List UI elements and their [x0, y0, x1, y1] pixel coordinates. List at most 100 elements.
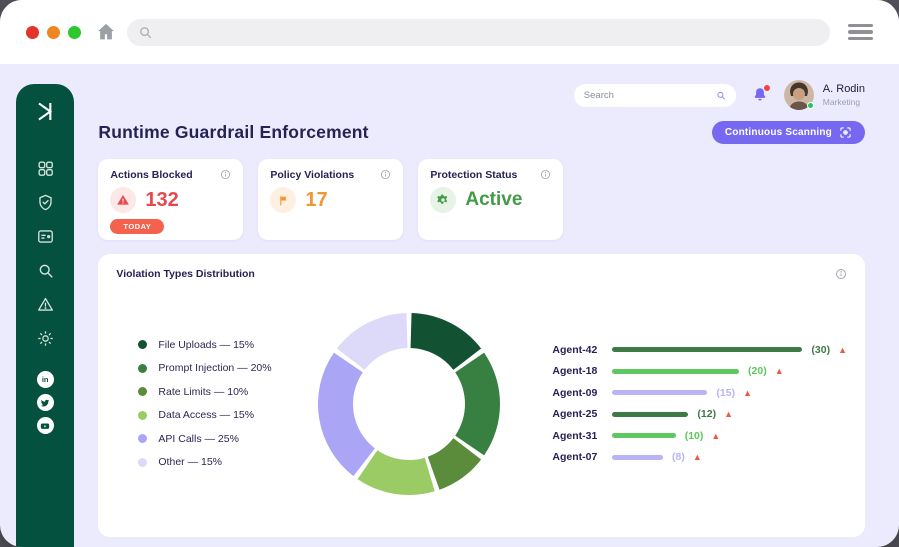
continuous-scanning-button[interactable]: Continuous Scanning: [711, 121, 865, 144]
search-box[interactable]: [573, 83, 736, 107]
legend-dot-icon: [138, 434, 148, 444]
legend-item: Prompt Injection — 20%: [138, 362, 310, 374]
agent-violation-bar: [612, 347, 803, 353]
sidebar-item-dashboard[interactable]: [34, 157, 56, 179]
info-icon[interactable]: [540, 169, 551, 180]
youtube-icon[interactable]: [36, 417, 54, 434]
agent-violation-bar: [612, 433, 676, 439]
search-input[interactable]: [583, 89, 716, 101]
sidebar-item-settings[interactable]: [34, 327, 56, 349]
shield-check-icon: [38, 194, 52, 210]
warning-triangle-icon: ▲: [711, 430, 721, 441]
agent-name: Agent-31: [552, 429, 598, 442]
warning-triangle-icon: ▲: [743, 387, 752, 398]
agent-violation-count: (20): [748, 365, 767, 378]
sidebar-item-search[interactable]: [34, 259, 56, 281]
legend-item: File Uploads — 15%: [138, 339, 310, 351]
legend-dot-icon: [138, 457, 148, 467]
agent-violation-bar: [612, 454, 664, 460]
sidebar-socials: in: [36, 371, 54, 434]
continuous-scanning-label: Continuous Scanning: [724, 127, 832, 138]
settings-gear-icon: [37, 330, 53, 346]
info-icon[interactable]: [835, 268, 847, 280]
agent-violation-bar: [612, 411, 689, 417]
minimize-window-button[interactable]: [47, 25, 60, 39]
agent-row: Agent-18 (20) ▲: [552, 365, 847, 378]
menu-icon[interactable]: [848, 23, 873, 41]
legend-label: Rate Limits — 10%: [158, 385, 249, 398]
maximize-window-button[interactable]: [68, 25, 81, 39]
agent-violation-bar: [612, 368, 740, 374]
agent-row: Agent-42 (30) ▲: [552, 343, 847, 356]
sidebar-item-policies[interactable]: [34, 225, 56, 247]
stat-title: Policy Violations: [270, 169, 355, 181]
flag-icon: [270, 187, 297, 213]
notifications-bell-icon[interactable]: [751, 85, 770, 104]
donut-segment[interactable]: [455, 352, 501, 455]
donut-segment[interactable]: [318, 352, 376, 476]
agent-row: Agent-07 (8) ▲: [552, 451, 847, 464]
agent-violation-count: (8): [672, 451, 685, 464]
stat-title: Protection Status: [430, 169, 518, 181]
agent-name: Agent-25: [552, 408, 598, 421]
window-controls: [26, 25, 81, 39]
agent-violations-list: Agent-42 (30) ▲ Agent-18 (20) ▲ Agent-09 (15) ▲ A…: [504, 343, 847, 464]
notification-dot: [763, 85, 770, 91]
info-icon[interactable]: [220, 169, 231, 180]
agent-row: Agent-31 (10) ▲: [552, 429, 847, 442]
eye-scan-icon: [840, 127, 851, 138]
agent-row: Agent-09 (15) ▲: [552, 386, 847, 399]
legend-dot-icon: [138, 340, 148, 350]
donut-segment[interactable]: [337, 312, 408, 370]
search-icon: [140, 26, 152, 38]
legend-label: Other — 15%: [158, 456, 223, 469]
user-role: Marketing: [822, 97, 861, 107]
donut-chart: [314, 309, 504, 499]
gear-icon: [430, 187, 457, 213]
browser-address-bar[interactable]: [127, 18, 830, 46]
donut-segment[interactable]: [410, 312, 482, 370]
stat-value: 132: [145, 188, 179, 211]
brand-logo-icon[interactable]: [35, 101, 56, 127]
search-icon: [39, 264, 53, 278]
agent-row: Agent-25 (12) ▲: [552, 408, 847, 421]
warning-triangle-icon: [37, 297, 53, 311]
close-window-button[interactable]: [26, 25, 39, 39]
legend-dot-icon: [138, 363, 148, 373]
legend-label: API Calls — 25%: [158, 432, 239, 445]
agent-name: Agent-42: [552, 343, 598, 356]
agent-violation-count: (15): [716, 386, 736, 399]
topbar: A. Rodin Marketing: [98, 78, 865, 112]
linkedin-icon[interactable]: in: [36, 371, 54, 388]
sidebar-item-protection[interactable]: [34, 191, 56, 213]
legend-dot-icon: [138, 387, 148, 397]
donut-segment[interactable]: [357, 449, 436, 495]
user-menu[interactable]: A. Rodin Marketing: [783, 80, 865, 110]
agent-violation-count: (10): [684, 429, 704, 442]
id-card-icon: [37, 229, 53, 243]
sidebar-item-alerts[interactable]: [34, 293, 56, 315]
donut-legend: File Uploads — 15% Prompt Injection — 20%…: [138, 339, 310, 468]
stat-title: Actions Blocked: [110, 169, 193, 181]
warning-triangle-icon: ▲: [838, 344, 847, 355]
sidebar-nav: [34, 157, 56, 349]
twitter-icon[interactable]: [36, 394, 54, 411]
donut-segment[interactable]: [428, 437, 482, 490]
home-icon[interactable]: [95, 21, 117, 43]
online-status-dot: [806, 102, 814, 109]
warning-triangle-icon: ▲: [724, 409, 733, 420]
stat-card-protection-status: Protection Status Active: [418, 159, 564, 240]
agent-name: Agent-07: [552, 451, 598, 464]
chart-title: Violation Types Distribution: [116, 268, 255, 280]
sidebar: in: [16, 84, 75, 547]
page-title: Runtime Guardrail Enforcement: [98, 122, 369, 142]
main-content: A. Rodin Marketing Runtime Guardrail Enf…: [74, 64, 899, 547]
legend-label: Prompt Injection — 20%: [158, 362, 272, 375]
warning-triangle-icon: [110, 187, 137, 213]
today-badge: TODAY: [110, 219, 165, 234]
violation-distribution-card: Violation Types Distribution File Upload…: [98, 254, 865, 537]
info-icon[interactable]: [380, 169, 391, 180]
legend-item: Other — 15%: [138, 456, 310, 468]
agent-name: Agent-18: [552, 365, 598, 378]
